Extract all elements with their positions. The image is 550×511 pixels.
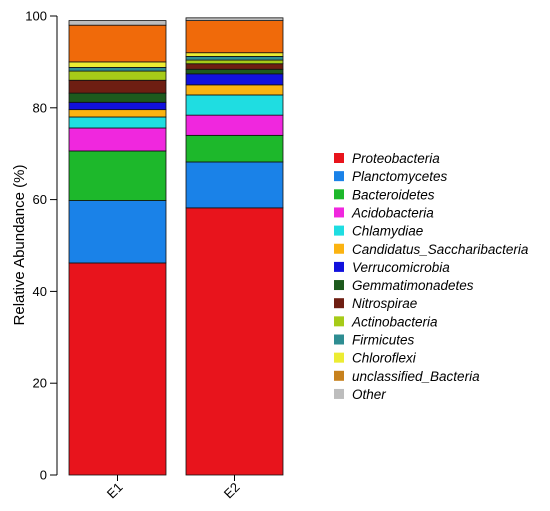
y-tick-label: 20	[33, 376, 47, 391]
legend-label: Bacteroidetes	[352, 187, 435, 202]
y-tick-label: 0	[40, 468, 47, 483]
y-axis-ticks: 0 20 40 60 80 100	[25, 9, 57, 483]
legend-label: Proteobacteria	[352, 151, 440, 166]
y-tick-label: 40	[33, 284, 47, 299]
legend-label: Verrucomicrobia	[352, 260, 450, 275]
bar-segment	[68, 150, 167, 201]
legend-label: Nitrospirae	[352, 296, 417, 311]
legend-swatch	[334, 261, 344, 272]
legend-swatch	[334, 280, 344, 291]
bar-segment	[68, 200, 167, 264]
legend-swatch	[334, 370, 344, 381]
bar-segment	[68, 67, 167, 72]
legend-swatch	[334, 153, 344, 163]
y-axis-title: Relative Abundance (%)	[11, 165, 28, 326]
bar-segment	[185, 73, 284, 86]
y-tick-label: 60	[33, 192, 47, 207]
legend-item: Planctomycetes	[334, 169, 448, 184]
bar-segment	[185, 207, 284, 476]
bar-stack-E1	[68, 20, 167, 476]
bar-segment	[68, 92, 167, 103]
bar-segment	[185, 134, 284, 163]
legend-label: Actinobacteria	[351, 314, 438, 329]
legend-swatch	[334, 189, 344, 200]
bar-segment	[68, 109, 167, 118]
legend-label: Chlamydiae	[352, 224, 423, 239]
legend-swatch	[334, 243, 344, 254]
legend-item: Gemmatimonadetes	[334, 278, 474, 293]
legend-item: Firmicutes	[334, 333, 415, 348]
bar-segment	[185, 59, 284, 65]
legend-label: Gemmatimonadetes	[352, 278, 474, 293]
legend-item: Other	[334, 387, 386, 402]
y-tick-label: 100	[25, 9, 47, 24]
bar-segment	[185, 55, 284, 61]
plot-area: 0 20 40 60 80 100 E1 E2	[25, 9, 284, 501]
legend-item: Verrucomicrobia	[334, 260, 450, 275]
legend-item: Bacteroidetes	[334, 187, 435, 202]
legend-label: Planctomycetes	[352, 169, 448, 184]
bar-stack-E2	[185, 17, 284, 476]
x-axis-ticks: E1 E2	[104, 475, 243, 501]
legend: Proteobacteria Planctomycetes Bacteroidete…	[334, 151, 529, 402]
legend-item: Chloroflexi	[334, 351, 417, 366]
legend-swatch	[334, 352, 344, 363]
legend-item: Candidatus_Saccharibacteria	[334, 242, 529, 257]
legend-label: Other	[352, 387, 386, 402]
legend-item: unclassified_Bacteria	[334, 369, 480, 384]
legend-item: Chlamydiae	[334, 224, 423, 239]
bar-segment	[68, 262, 167, 476]
bar-segment	[185, 114, 284, 136]
bar-segment	[185, 52, 284, 57]
legend-item: Acidobacteria	[334, 205, 434, 220]
x-tick-label: E2	[221, 480, 243, 502]
bar-segment	[185, 68, 284, 75]
legend-label: Chloroflexi	[352, 351, 417, 366]
legend-label: Candidatus_Saccharibacteria	[352, 242, 529, 257]
legend-swatch	[334, 225, 344, 236]
x-tick-label: E1	[104, 480, 126, 502]
legend-swatch	[334, 298, 344, 309]
bar-segment	[68, 70, 167, 81]
legend-item: Proteobacteria	[334, 151, 440, 166]
bar-segment	[68, 79, 167, 94]
bars	[68, 17, 284, 476]
bar-segment	[68, 101, 167, 111]
bar-segment	[185, 63, 284, 70]
legend-swatch	[334, 334, 344, 345]
y-tick-label: 80	[33, 100, 47, 115]
bar-segment	[68, 61, 167, 68]
bar-segment	[68, 127, 167, 152]
bar-segment	[185, 20, 284, 54]
bar-segment	[185, 17, 284, 21]
legend-swatch	[334, 171, 344, 182]
legend-swatch	[334, 316, 344, 327]
legend-item: Nitrospirae	[334, 296, 417, 311]
legend-label: Acidobacteria	[351, 205, 434, 220]
bar-segment	[185, 161, 284, 209]
bar-segment	[68, 116, 167, 129]
legend-label: unclassified_Bacteria	[352, 369, 480, 384]
bar-segment	[185, 84, 284, 96]
legend-swatch	[334, 388, 344, 399]
bar-segment	[185, 94, 284, 116]
legend-label: Firmicutes	[352, 333, 415, 348]
bar-segment	[68, 24, 167, 63]
legend-item: Actinobacteria	[334, 314, 438, 329]
bar-segment	[68, 20, 167, 26]
legend-swatch	[334, 207, 344, 218]
